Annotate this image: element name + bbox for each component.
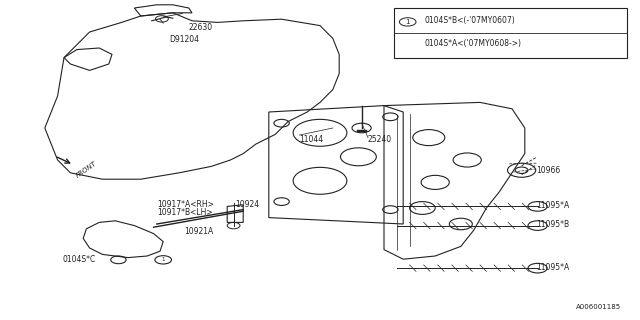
Text: 1: 1	[405, 19, 410, 25]
Text: 11095*A: 11095*A	[536, 263, 570, 272]
Text: 10921A: 10921A	[184, 227, 214, 236]
Text: 11044: 11044	[300, 135, 324, 144]
Bar	[394, 8, 627, 58]
Text: FRONT: FRONT	[75, 160, 98, 179]
Text: 25240: 25240	[368, 135, 392, 144]
Text: A006001185: A006001185	[575, 304, 621, 310]
Text: 0104S*B<(-'07MY0607): 0104S*B<(-'07MY0607)	[424, 16, 515, 25]
Text: 10924: 10924	[236, 200, 260, 209]
Text: 11095*A: 11095*A	[536, 201, 570, 210]
Text: 10917*B<LH>: 10917*B<LH>	[157, 208, 212, 217]
Text: 0104S*C: 0104S*C	[63, 255, 96, 264]
Text: 10917*A<RH>: 10917*A<RH>	[157, 200, 214, 209]
Text: 11095*B: 11095*B	[536, 220, 570, 229]
Text: D91204: D91204	[170, 35, 200, 44]
Text: 1: 1	[161, 257, 165, 262]
Text: 10966: 10966	[536, 166, 561, 175]
Text: 0104S*A<('07MY0608->): 0104S*A<('07MY0608->)	[424, 39, 522, 48]
Text: 22630: 22630	[189, 23, 213, 32]
